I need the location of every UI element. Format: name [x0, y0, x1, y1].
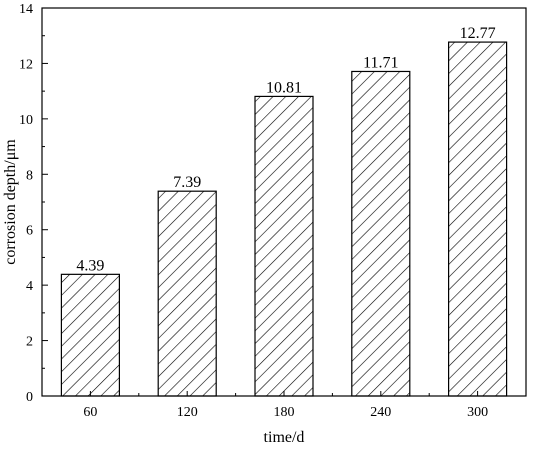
bar-120 — [157, 190, 217, 397]
y-tick-label: 0 — [26, 390, 33, 405]
x-axis: 60 120 180 240 300 — [83, 391, 488, 420]
bar-60 — [60, 273, 121, 397]
bar-series: 4.39 7.39 10.81 11.71 12.77 — [60, 25, 508, 397]
data-label-240: 11.71 — [363, 54, 398, 71]
y-tick-label: 6 — [26, 224, 33, 239]
x-tick-label: 180 — [274, 405, 295, 420]
data-label-60: 4.39 — [76, 257, 104, 274]
x-tick-label: 240 — [370, 405, 391, 420]
y-tick-label: 14 — [19, 2, 33, 17]
x-axis-title: time/d — [264, 429, 305, 446]
y-tick-label: 8 — [26, 168, 33, 183]
y-tick-label: 10 — [19, 113, 33, 128]
bar-300 — [448, 41, 508, 397]
x-tick-label: 120 — [177, 405, 198, 420]
y-tick-label: 2 — [26, 335, 33, 350]
bar-180 — [254, 95, 314, 397]
y-tick-label: 4 — [26, 279, 33, 294]
bar-240 — [351, 70, 411, 397]
x-tick-label: 300 — [467, 405, 488, 420]
data-label-180: 10.81 — [266, 79, 302, 96]
y-axis: 0 2 4 6 8 10 12 14 — [19, 2, 48, 405]
y-axis-title: corrosion depth/μm — [2, 139, 19, 265]
y-tick-label: 12 — [19, 57, 33, 72]
data-label-300: 12.77 — [460, 25, 496, 42]
data-label-120: 7.39 — [173, 174, 201, 191]
x-tick-label: 60 — [83, 405, 97, 420]
